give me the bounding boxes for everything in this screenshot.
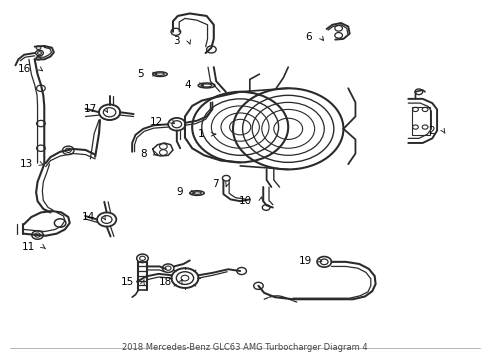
Bar [412, 107, 430, 135]
Text: 18: 18 [159, 277, 172, 287]
Text: 8: 8 [140, 149, 147, 158]
Text: 4: 4 [185, 80, 191, 90]
Text: 15: 15 [122, 277, 135, 287]
Text: 9: 9 [176, 187, 183, 197]
Text: 17: 17 [84, 104, 97, 114]
Text: 16: 16 [18, 64, 31, 74]
Text: 11: 11 [22, 242, 35, 252]
Text: 2: 2 [428, 126, 435, 136]
Text: 13: 13 [20, 159, 33, 169]
Text: 10: 10 [239, 196, 252, 206]
Text: 12: 12 [150, 117, 163, 127]
Text: 19: 19 [299, 256, 312, 266]
Text: 3: 3 [173, 36, 180, 46]
Text: 5: 5 [138, 69, 144, 79]
Text: 2018 Mercedes-Benz GLC63 AMG Turbocharger Diagram 4: 2018 Mercedes-Benz GLC63 AMG Turbocharge… [122, 343, 368, 352]
Text: 14: 14 [82, 212, 95, 222]
Text: 7: 7 [212, 179, 219, 189]
Text: 1: 1 [197, 129, 204, 139]
Text: 6: 6 [306, 32, 312, 42]
